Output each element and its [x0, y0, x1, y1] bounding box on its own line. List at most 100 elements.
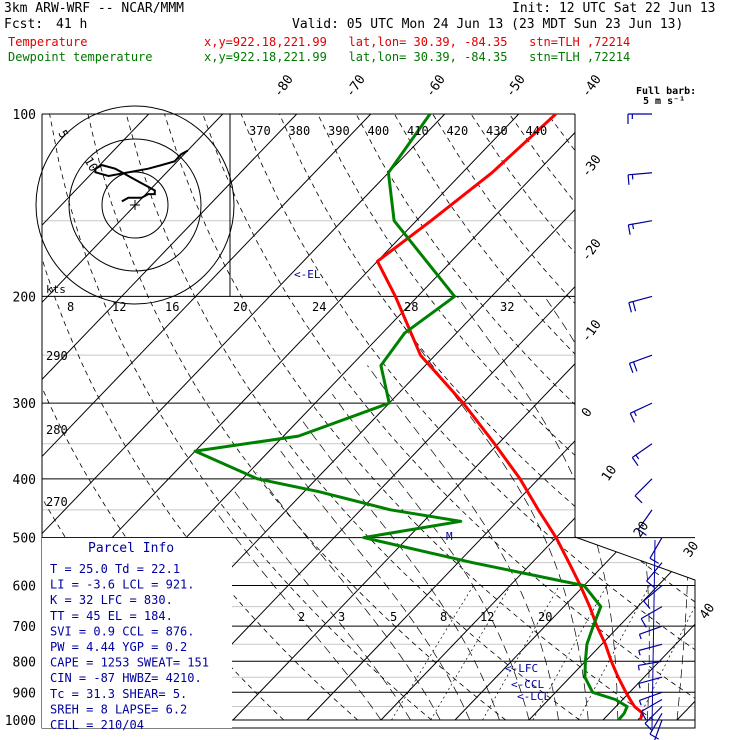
mixing-ratio-label: 3: [338, 610, 345, 624]
wind-barb-staff: [649, 537, 663, 559]
temperature-legend-label: Temperature: [8, 35, 88, 49]
isotherm-line: [42, 114, 224, 721]
dry-adiabat: [470, 114, 695, 721]
wind-barb: [638, 643, 663, 656]
moist-adiabat: [544, 296, 650, 721]
moist-adiabat: [367, 365, 559, 721]
wind-barb-flag: [644, 723, 653, 731]
wind-barb-flag: [633, 411, 637, 417]
dry-adiabat: [279, 114, 695, 721]
wind-barb-staff: [640, 698, 663, 713]
mixing-ratio-line: [482, 585, 560, 721]
mixing-ratio-label: 2: [298, 610, 305, 624]
wind-barb-staff: [628, 172, 653, 176]
ccl-marker: <-CCL: [511, 678, 544, 691]
isotherm-line: [676, 114, 695, 721]
isotherm-label: 0: [579, 405, 596, 420]
hodograph-ring: [68, 138, 202, 272]
wind-barb: [644, 706, 663, 731]
moist-adiabat: [301, 419, 500, 721]
m-marker: M: [446, 530, 453, 543]
wind-barb-staff: [644, 706, 663, 724]
wind-barb-flag: [637, 529, 647, 536]
theta-label: 410: [407, 124, 429, 138]
moist-adiabat: [234, 491, 411, 721]
wind-barb-flag: [643, 600, 651, 610]
isotherm-line: [602, 114, 695, 721]
wind-barb: [637, 660, 663, 671]
theta-label: 430: [486, 124, 508, 138]
wind-barb-staff: [638, 676, 663, 685]
wind-barb-flag: [638, 650, 641, 656]
wind-barb: [628, 354, 653, 373]
hodograph-speed-label: 28: [404, 300, 418, 314]
valid-time: Valid: 05 UTC Mon 24 Jun 13 (23 MDT Sun …: [292, 17, 684, 32]
el-marker: <-EL: [294, 268, 321, 281]
wind-barb: [640, 606, 663, 628]
hodograph-ring-label: 10: [81, 155, 100, 175]
moist-adiabat: [400, 321, 589, 721]
wind-barb-flag: [631, 457, 639, 467]
isotherm-line: [42, 114, 150, 721]
wind-barb-flag: [638, 700, 642, 706]
wind-barb: [638, 691, 663, 706]
dry-adiabat: [317, 114, 695, 721]
wind-barb-flag: [628, 302, 632, 313]
wind-barb: [637, 509, 653, 536]
mixing-ratio-label: 12: [480, 610, 494, 624]
wind-barb: [649, 713, 663, 740]
forecast-hour: 41 h: [56, 17, 88, 32]
wind-barb-flag: [628, 363, 634, 373]
mixing-ratio-line: [430, 585, 511, 721]
wind-barb: [628, 295, 653, 313]
isotherm-label: -50: [503, 72, 529, 100]
wind-barb-flag: [627, 224, 631, 235]
pressure-tick-label: 100: [13, 108, 36, 123]
hodograph-speed-label: 24: [312, 300, 326, 314]
wind-barb-staff: [638, 643, 663, 652]
dry-adiabat: [164, 114, 654, 721]
wind-barb-flag: [646, 580, 655, 588]
mixing-ratio-line: [391, 585, 474, 721]
adiabat-label: 270: [46, 495, 68, 509]
forecast-label: Fcst:: [4, 17, 44, 32]
pressure-tick-label: 300: [13, 397, 36, 412]
isotherm-line: [42, 114, 520, 721]
lcl-marker: <-LCL: [517, 690, 550, 703]
parcel-info-title: Parcel Info: [88, 541, 174, 556]
wind-barb-staff: [639, 625, 663, 635]
pressure-tick-label: 1000: [5, 714, 36, 729]
parcel-info-row: SREH = 8 LAPSE= 6.2: [50, 702, 187, 716]
wind-barb: [627, 113, 652, 124]
isotherm-label: -30: [579, 152, 605, 180]
parcel-info-row: PW = 4.44 YGP = 0.2: [50, 640, 187, 654]
full-barb-value: 5 m s⁻¹: [643, 96, 685, 107]
mixing-ratio-label: 5: [390, 610, 397, 624]
dry-adiabat: [87, 114, 506, 721]
wind-barb: [654, 719, 663, 740]
adiabat-label: 280: [46, 423, 68, 437]
hodograph-ring-label: 5: [55, 128, 71, 141]
hodograph-speed-label: 32: [500, 300, 514, 314]
wind-barb-staff: [639, 691, 663, 702]
parcel-info-row: Tc = 31.3 SHEAR= 5.: [50, 687, 187, 701]
parcel-info-row: K = 32 LFC = 830.: [50, 593, 173, 607]
theta-label: 370: [249, 124, 271, 138]
parcel-info-row: SVI = 0.9 CCL = 876.: [50, 624, 195, 638]
dry-adiabat: [701, 114, 740, 720]
dry-adiabat: [355, 114, 695, 721]
wind-barb-line: [651, 539, 656, 729]
theta-label: 380: [289, 124, 311, 138]
wind-barb: [631, 443, 653, 467]
hodograph-speed-label: 12: [112, 300, 126, 314]
moist-adiabat: [280, 450, 471, 721]
parcel-info-row: CELL = 210/04: [50, 718, 144, 732]
isotherm-line: [232, 114, 695, 721]
hodograph-speed-label: 20: [233, 300, 247, 314]
wind-barb-staff: [629, 354, 653, 364]
hodograph-units: kts: [46, 283, 66, 296]
hodograph: 5 10: [35, 105, 235, 305]
wind-barb-flag: [635, 454, 640, 460]
wind-barb: [638, 625, 663, 640]
